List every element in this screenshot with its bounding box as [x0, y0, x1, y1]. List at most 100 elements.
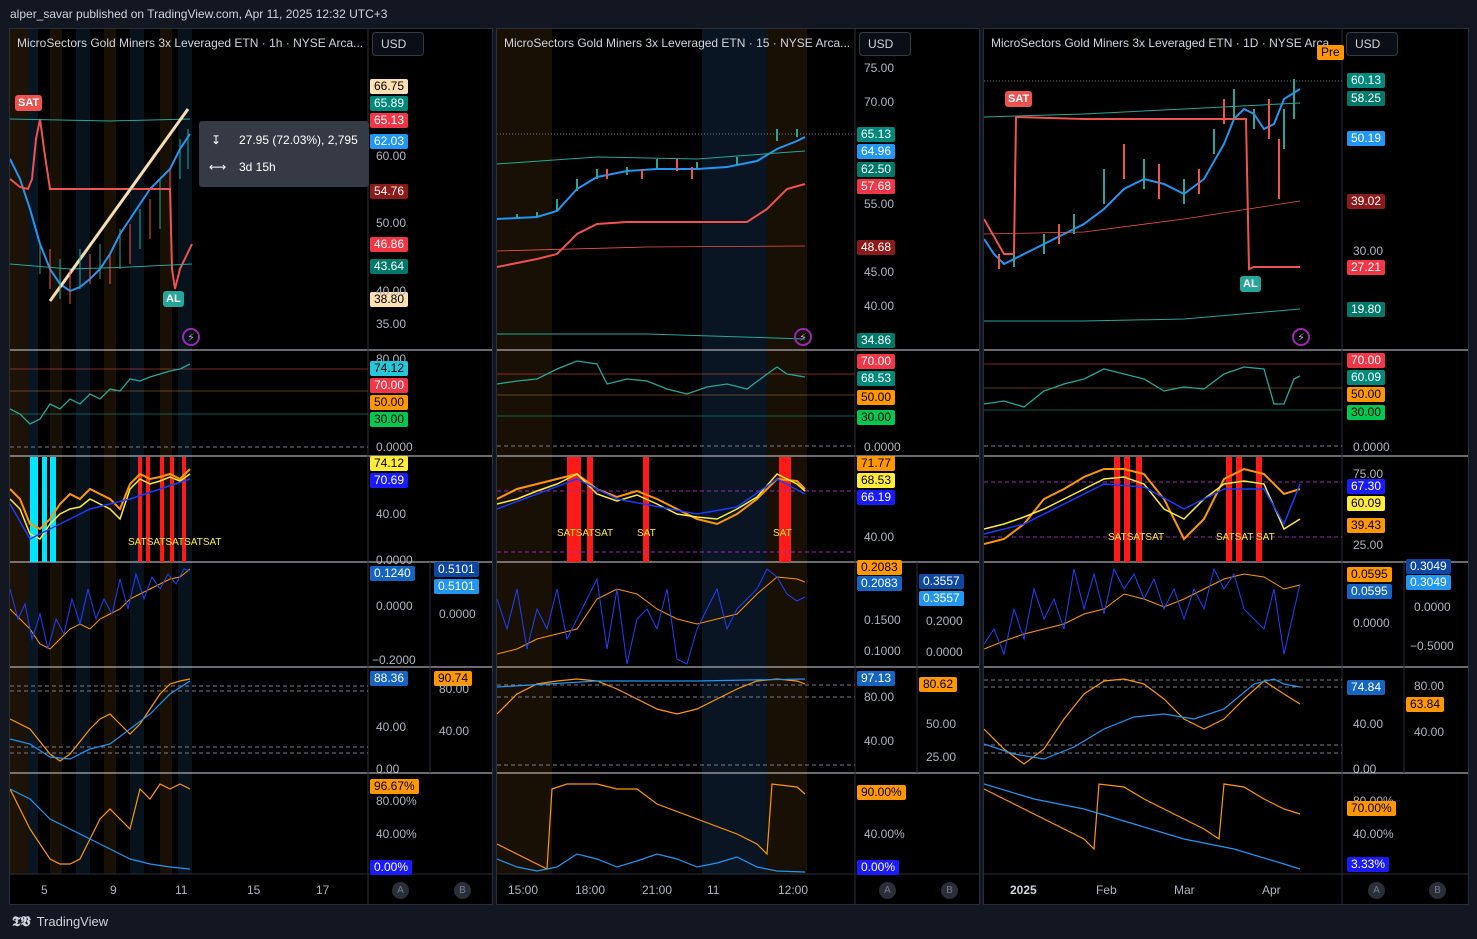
axis-tick: 80.00 [1414, 679, 1445, 693]
axis-tick: 50.00 [376, 216, 407, 230]
rsi-badge: 30.00 [370, 412, 409, 427]
axis-tick: 40.00 [376, 720, 407, 734]
indicator-badge: 0.3557 [919, 574, 964, 589]
indicator-badge: 0.1240 [370, 566, 415, 581]
price-badge: 38.80 [370, 292, 409, 307]
currency-selector[interactable]: USD [372, 32, 424, 56]
rsi-badge: 70.00 [1347, 353, 1386, 368]
axis-tick: 40.00% [864, 827, 905, 841]
price-badge: 57.68 [857, 179, 896, 194]
axis-tick: 40.00 [376, 284, 407, 298]
rsi-badge: 50.00 [857, 390, 896, 405]
axis-tick: 40.00 [1353, 717, 1384, 731]
time-axis-tick: 18:00 [575, 883, 606, 897]
time-axis-tick: 15 [247, 883, 261, 897]
lightning-icon[interactable]: ⚡ [794, 328, 812, 346]
indicator-badge: 0.2083 [857, 560, 902, 575]
price-badge: 60.13 [1347, 73, 1386, 88]
indicator-badge: 67.30 [1347, 479, 1386, 494]
axis-tick: 0.0000 [864, 440, 901, 454]
sell-signal-labels: SATSATSATSATSAT [128, 537, 222, 548]
chart-canvas-1d[interactable] [984, 29, 1468, 904]
axis-tick: 75.00 [864, 61, 895, 75]
time-axis-tick: Feb [1096, 883, 1117, 897]
scale-b-button[interactable]: B [1429, 882, 1446, 899]
chart-canvas-15m[interactable] [497, 29, 979, 904]
indicator-badge: 63.84 [1406, 697, 1445, 712]
axis-tick: 0.1500 [864, 613, 901, 627]
rsi-badge: 74.12 [370, 361, 409, 376]
axis-tick: 80.00 [864, 690, 895, 704]
scale-b-button[interactable]: B [454, 882, 471, 899]
axis-tick: 0.0000 [1414, 600, 1451, 614]
chart-title: MicroSectors Gold Miners 3x Leveraged ET… [504, 36, 851, 50]
indicator-badge: 60.09 [1347, 496, 1386, 511]
axis-tick: 40.00 [864, 734, 895, 748]
axis-tick: 40.00 [864, 530, 895, 544]
price-badge: 39.02 [1347, 194, 1386, 209]
price-badge: 64.96 [857, 144, 896, 159]
indicator-badge: 88.36 [370, 671, 409, 686]
axis-tick: 40.00 [376, 507, 407, 521]
axis-tick: 0.0000 [376, 553, 413, 567]
price-badge: 43.64 [370, 259, 409, 274]
rsi-badge: 30.00 [1347, 405, 1386, 420]
footer-brand: TradingView [36, 914, 109, 929]
chart-panel-1d[interactable]: MicroSectors Gold Miners 3x Leveraged ET… [983, 28, 1469, 905]
scale-b-button[interactable]: B [941, 882, 958, 899]
axis-tick: 75.00 [1353, 467, 1384, 481]
price-badge: 58.25 [1347, 91, 1386, 106]
price-badge: 54.76 [370, 184, 409, 199]
price-badge: 46.86 [370, 237, 409, 252]
lightning-icon[interactable]: ⚡ [1292, 328, 1310, 346]
chart-panel-1h[interactable]: MicroSectors Gold Miners 3x Leveraged ET… [9, 28, 493, 905]
chart-title: MicroSectors Gold Miners 3x Leveraged ET… [17, 36, 364, 50]
indicator-badge: 96.67% [370, 779, 419, 794]
auto-scale-button[interactable]: A [1368, 882, 1385, 899]
time-axis-tick: 21:00 [642, 883, 673, 897]
axis-tick: 25.00 [926, 750, 957, 764]
auto-scale-button[interactable]: A [392, 882, 409, 899]
measure-range-icon: ↧ [211, 133, 222, 147]
publisher-header: alper_savar published on TradingView.com… [10, 7, 388, 21]
tradingview-footer: 𝕿𝖁 TradingView [12, 913, 108, 930]
indicator-badge: 90.00% [857, 785, 906, 800]
price-badge: 66.75 [370, 79, 409, 94]
price-badge: 34.86 [857, 333, 896, 348]
axis-tick: 0.00 [1353, 762, 1377, 776]
rsi-badge: 60.09 [1347, 370, 1386, 385]
axis-tick: 0.1000 [864, 644, 901, 658]
axis-tick: 0.0000 [439, 607, 476, 621]
indicator-badge: 97.13 [857, 671, 896, 686]
axis-tick: 60.00 [376, 149, 407, 163]
time-axis-tick: 9 [110, 883, 117, 897]
axis-tick: 40.00% [376, 827, 417, 841]
indicator-badge: 39.43 [1347, 518, 1386, 533]
auto-scale-button[interactable]: A [879, 882, 896, 899]
rsi-badge: 70.00 [857, 354, 896, 369]
axis-tick: 0.0000 [926, 645, 963, 659]
sell-signal-labels: SAT [637, 528, 656, 539]
price-badge: 65.89 [370, 96, 409, 111]
indicator-badge: 0.5101 [434, 562, 479, 577]
time-axis-tick: 11 [175, 883, 188, 897]
indicator-badge: 68.53 [857, 473, 896, 488]
time-axis-tick: 11 [707, 883, 720, 897]
chart-canvas-1h[interactable] [10, 29, 492, 904]
currency-selector[interactable]: USD [859, 32, 911, 56]
axis-tick: 40.00 [1414, 725, 1445, 739]
time-axis-tick: Mar [1174, 883, 1195, 897]
currency-selector[interactable]: USD [1346, 32, 1398, 56]
axis-tick: 0.2000 [926, 614, 963, 628]
sell-signal-labels: SATSATSAT [1108, 532, 1165, 543]
measure-time-icon: ⟷ [209, 160, 227, 174]
indicator-badge: 3.33% [1347, 857, 1390, 872]
chart-panel-15m[interactable]: MicroSectors Gold Miners 3x Leveraged ET… [496, 28, 980, 905]
axis-tick: 0.0000 [1353, 616, 1390, 630]
lightning-icon[interactable]: ⚡ [182, 328, 200, 346]
indicator-badge: 0.3049 [1406, 575, 1451, 590]
price-badge: 27.21 [1347, 260, 1386, 275]
indicator-badge: 66.19 [857, 490, 896, 505]
axis-tick: 40.00 [864, 299, 895, 313]
price-badge: 62.03 [370, 134, 409, 149]
